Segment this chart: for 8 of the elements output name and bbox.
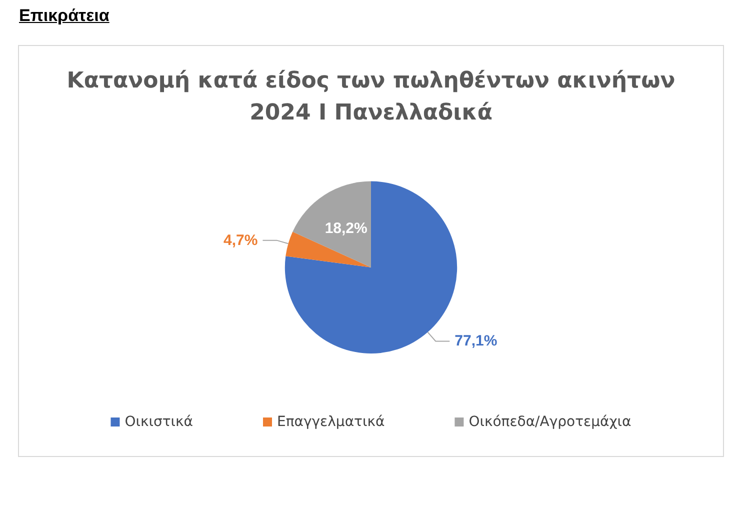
legend-label: Επαγγελματικά [276, 414, 385, 430]
legend-label: Οικόπεδα/Αγροτεμάχια [468, 414, 632, 430]
data-label: 77,1% [454, 332, 498, 350]
text: Επικράτεια [19, 6, 110, 26]
data-label: 4,7% [224, 232, 258, 249]
chart-title: Κατανομή κατά είδος των πωληθέντων ακινήτων 2024 Ι Πανελλαδικά [66, 68, 676, 126]
data-label: 18,2% [324, 220, 368, 238]
legend-label: Οικιστικά [124, 414, 193, 430]
